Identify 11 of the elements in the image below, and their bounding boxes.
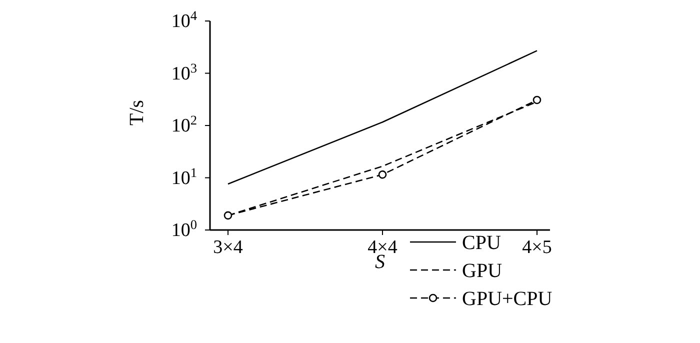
y-tick-label: 10$^{3}$ — [171, 60, 198, 84]
y-tick-label: 10$^{1}$ — [171, 164, 197, 189]
y-tick-label: 10$^{4}$ — [171, 8, 198, 32]
x-tick-label: 4×5 — [522, 237, 552, 258]
legend-label: GPU+CPU — [462, 288, 553, 310]
y-axis-title: T/s — [126, 100, 148, 126]
y-tick-label: 10$^{0}$ — [171, 216, 198, 241]
y-tick-label: 10$^{2}$ — [171, 112, 197, 136]
legend-label: CPU — [462, 232, 502, 254]
legend-label: GPU — [462, 260, 503, 282]
x-tick-label: 3×4 — [213, 237, 244, 258]
